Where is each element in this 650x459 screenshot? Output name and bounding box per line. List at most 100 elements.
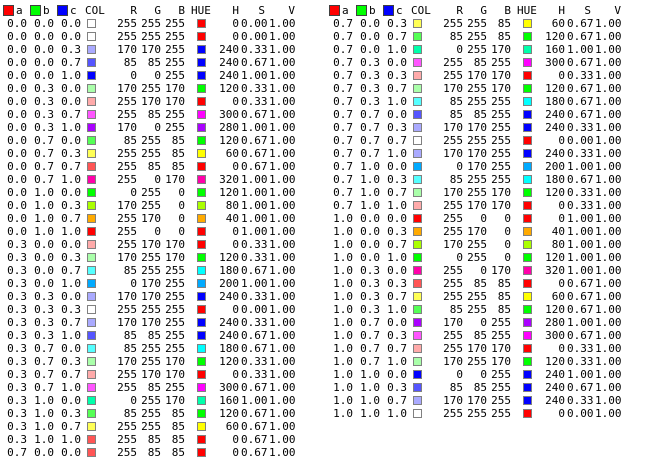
header-col: COL: [411, 4, 431, 17]
a-value: 1.0: [333, 303, 353, 316]
v-value: 1.00: [269, 121, 296, 134]
b-value: 0.7: [34, 368, 54, 381]
b-channel-value: 0: [178, 186, 185, 199]
color-swatch: [413, 305, 422, 314]
b-channel-value: 85: [497, 290, 511, 303]
g-value: 85: [473, 56, 487, 69]
s-value: 0.33: [241, 43, 268, 56]
a-value: 1.0: [333, 394, 353, 407]
h-value: 0: [232, 17, 239, 30]
r-value: 170: [117, 251, 137, 264]
v-value: 1.00: [269, 212, 296, 225]
hue-swatch: [523, 331, 532, 340]
b-value: 0.0: [34, 43, 54, 56]
hue-swatch: [523, 253, 532, 262]
h-value: 180: [545, 173, 565, 186]
color-swatch: [413, 175, 422, 184]
h-value: 80: [551, 238, 565, 251]
table-row: 1.0 0.0 0.0 255 0 0 0 1.00 1.00: [329, 212, 629, 225]
a-value: 0.0: [7, 212, 27, 225]
c-value: 0.0: [61, 82, 81, 95]
v-value: 1.00: [595, 251, 622, 264]
r-value: 255: [117, 160, 137, 173]
h-value: 240: [219, 329, 239, 342]
b-value: 1.0: [360, 407, 380, 420]
b-channel-value: 255: [491, 173, 511, 186]
table-row: 0.3 0.0 1.0 0 170 255 200 1.00 1.00: [3, 277, 303, 290]
b-channel-value: 255: [165, 316, 185, 329]
b-channel-value: 170: [491, 43, 511, 56]
c-value: 1.0: [61, 277, 81, 290]
s-value: 1.00: [567, 212, 594, 225]
hue-swatch: [523, 175, 532, 184]
b-channel-value: 255: [165, 108, 185, 121]
s-value: 0.33: [567, 342, 594, 355]
c-value: 0.7: [61, 368, 81, 381]
hue-swatch: [197, 318, 206, 327]
right-color-table: a b c COL R G B HUE H S V 0.7 0.0 0.3 255 25…: [329, 4, 629, 420]
v-value: 1.00: [595, 173, 622, 186]
r-value: 255: [117, 446, 137, 459]
a-value: 0.7: [333, 43, 353, 56]
a-value: 0.3: [7, 329, 27, 342]
r-value: 255: [117, 368, 137, 381]
table-row: 1.0 0.7 0.7 255 170 170 0 0.33 1.00: [329, 342, 629, 355]
table-row: 0.7 0.0 1.0 0 255 170 160 1.00 1.00: [329, 43, 629, 56]
b-value: 0.0: [34, 264, 54, 277]
table-row: 0.0 0.3 0.0 170 255 170 120 0.33 1.00: [3, 82, 303, 95]
c-swatch-icon: [57, 5, 68, 16]
v-value: 1.00: [595, 342, 622, 355]
s-value: 0.00: [241, 30, 268, 43]
hue-swatch: [197, 136, 206, 145]
h-value: 120: [545, 186, 565, 199]
c-value: 0.7: [387, 394, 407, 407]
s-value: 0.67: [567, 173, 594, 186]
table-row: 0.7 0.3 1.0 85 255 255 180 0.67 1.00: [329, 95, 629, 108]
table-row: 0.7 0.7 0.0 85 85 255 240 0.67 1.00: [329, 108, 629, 121]
v-value: 1.00: [595, 17, 622, 30]
b-value: 0.0: [34, 277, 54, 290]
table-row: 0.7 1.0 0.7 170 255 170 120 0.33 1.00: [329, 186, 629, 199]
h-value: 180: [219, 342, 239, 355]
s-value: 0.67: [567, 303, 594, 316]
table-row: 0.3 1.0 1.0 255 85 85 0 0.67 1.00: [3, 433, 303, 446]
v-value: 1.00: [595, 238, 622, 251]
h-value: 280: [545, 316, 565, 329]
s-value: 1.00: [567, 43, 594, 56]
table-row: 0.3 0.7 1.0 255 85 255 300 0.67 1.00: [3, 381, 303, 394]
a-value: 0.0: [7, 147, 27, 160]
c-value: 0.7: [61, 56, 81, 69]
r-value: 85: [123, 264, 137, 277]
v-value: 1.00: [269, 43, 296, 56]
b-value: 1.0: [360, 199, 380, 212]
s-value: 1.00: [241, 394, 268, 407]
a-value: 0.7: [333, 147, 353, 160]
table-row: 0.0 0.0 0.7 85 85 255 240 0.67 1.00: [3, 56, 303, 69]
h-value: 120: [545, 303, 565, 316]
a-value: 0.0: [7, 56, 27, 69]
color-swatch: [87, 162, 96, 171]
b-channel-value: 255: [491, 95, 511, 108]
c-value: 0.7: [387, 134, 407, 147]
r-value: 85: [449, 381, 463, 394]
s-value: 0.67: [567, 329, 594, 342]
c-swatch-icon: [383, 5, 394, 16]
b-value: 1.0: [360, 160, 380, 173]
color-swatch: [87, 292, 96, 301]
c-value: 1.0: [61, 69, 81, 82]
r-value: 255: [117, 225, 137, 238]
header-v: V: [614, 4, 621, 17]
color-swatch: [413, 266, 422, 275]
a-value: 0.0: [7, 199, 27, 212]
color-swatch: [87, 110, 96, 119]
h-value: 60: [225, 420, 239, 433]
v-value: 1.00: [269, 277, 296, 290]
h-value: 120: [545, 251, 565, 264]
c-value: 0.3: [61, 199, 81, 212]
b-channel-value: 255: [165, 264, 185, 277]
h-value: 120: [545, 30, 565, 43]
g-value: 170: [467, 225, 487, 238]
color-swatch: [413, 331, 422, 340]
table-row: 1.0 0.7 1.0 170 255 170 120 0.33 1.00: [329, 355, 629, 368]
color-swatch: [413, 123, 422, 132]
